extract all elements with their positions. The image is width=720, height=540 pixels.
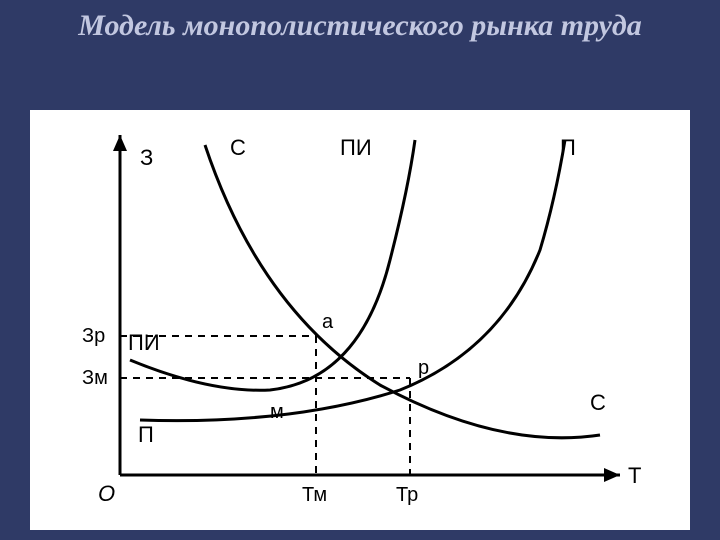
- slide-title: Модель монополистического рынка труда: [0, 0, 720, 44]
- svg-text:Зр: Зр: [82, 325, 105, 347]
- svg-text:О: О: [98, 481, 115, 506]
- chart-panel: З Т О С С ПИ ПИ П Па р м Зр Зм Тм Тр: [30, 110, 690, 530]
- svg-text:Т: Т: [628, 463, 641, 488]
- svg-text:р: р: [418, 357, 429, 379]
- svg-text:П: П: [560, 135, 576, 160]
- svg-text:З: З: [140, 145, 153, 170]
- svg-text:Зм: Зм: [82, 367, 108, 389]
- economics-diagram: З Т О С С ПИ ПИ П Па р м Зр Зм Тм Тр: [30, 110, 690, 530]
- svg-text:м: м: [270, 401, 284, 423]
- svg-text:С: С: [230, 135, 246, 160]
- svg-text:а: а: [322, 311, 334, 333]
- svg-text:Тм: Тм: [302, 484, 327, 506]
- svg-text:С: С: [590, 390, 606, 415]
- svg-text:Тр: Тр: [396, 484, 418, 506]
- svg-text:ПИ: ПИ: [340, 135, 372, 160]
- svg-text:П: П: [138, 422, 154, 447]
- slide: Модель монополистического рынка труда З Т…: [0, 0, 720, 540]
- svg-text:ПИ: ПИ: [128, 330, 160, 355]
